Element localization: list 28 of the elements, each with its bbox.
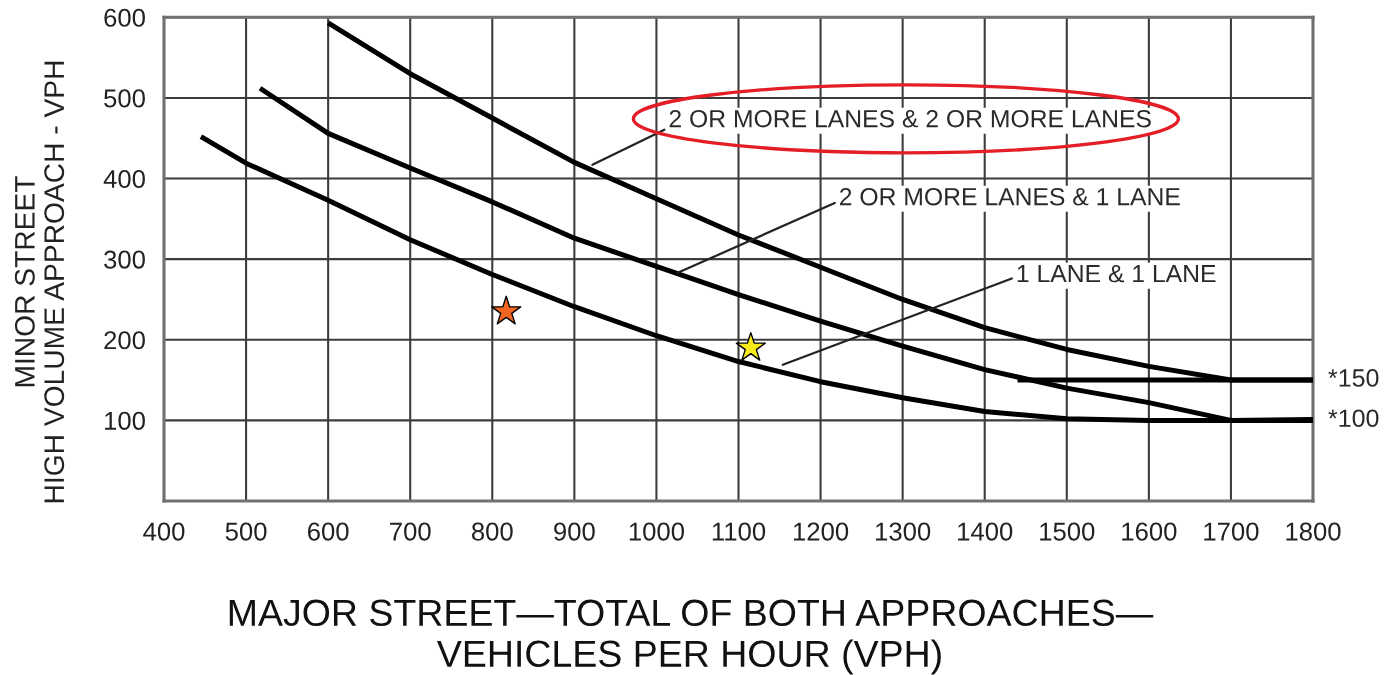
x-tick-label: 1600 [1122,522,1177,541]
x-tick-label: 1200 [793,522,849,541]
annotation: 2 OR MORE LANES & 2 OR MORE LANES [669,109,1151,128]
annotation: 2 OR MORE LANES & 1 LANE [839,187,1180,206]
y-tick-label: 200 [104,331,145,350]
x-tick-label: 700 [390,522,431,541]
y-tick-label: 400 [103,169,145,189]
x-tick-label: 500 [225,522,267,541]
y-tick-label: 600 [104,8,145,27]
x-tick-label: 800 [471,522,513,541]
x-tick-label: 1800 [1286,522,1341,541]
x-tick-label: 1300 [876,522,931,541]
y-tick-label: 100 [105,411,145,430]
x-tick-label: 900 [554,522,595,541]
y-tick-label: 300 [104,250,145,269]
x-tick-label: 600 [308,522,349,541]
x-tick-label: 1400 [958,522,1013,541]
x-axis-title: MAJOR STREET—TOTAL OF BOTH APPROACHES— VEHICLES PER HOUR (VPH) [229,599,1154,675]
y-axis-title: MINOR STREET HIGH VOLUME APPROACH - VPH [14,61,65,503]
annotation: *100 [1328,409,1379,428]
x-tick-label: 1500 [1040,522,1095,541]
x-tick-label: 1700 [1204,522,1259,541]
x-tick-label: 1000 [629,522,685,541]
x-tick-label: 1100 [712,522,766,541]
annotation: *150 [1328,369,1379,387]
annotation: 1 LANE & 1 LANE [1017,265,1216,283]
x-tick-label: 400 [143,522,185,541]
y-tick-label: 500 [104,89,145,108]
